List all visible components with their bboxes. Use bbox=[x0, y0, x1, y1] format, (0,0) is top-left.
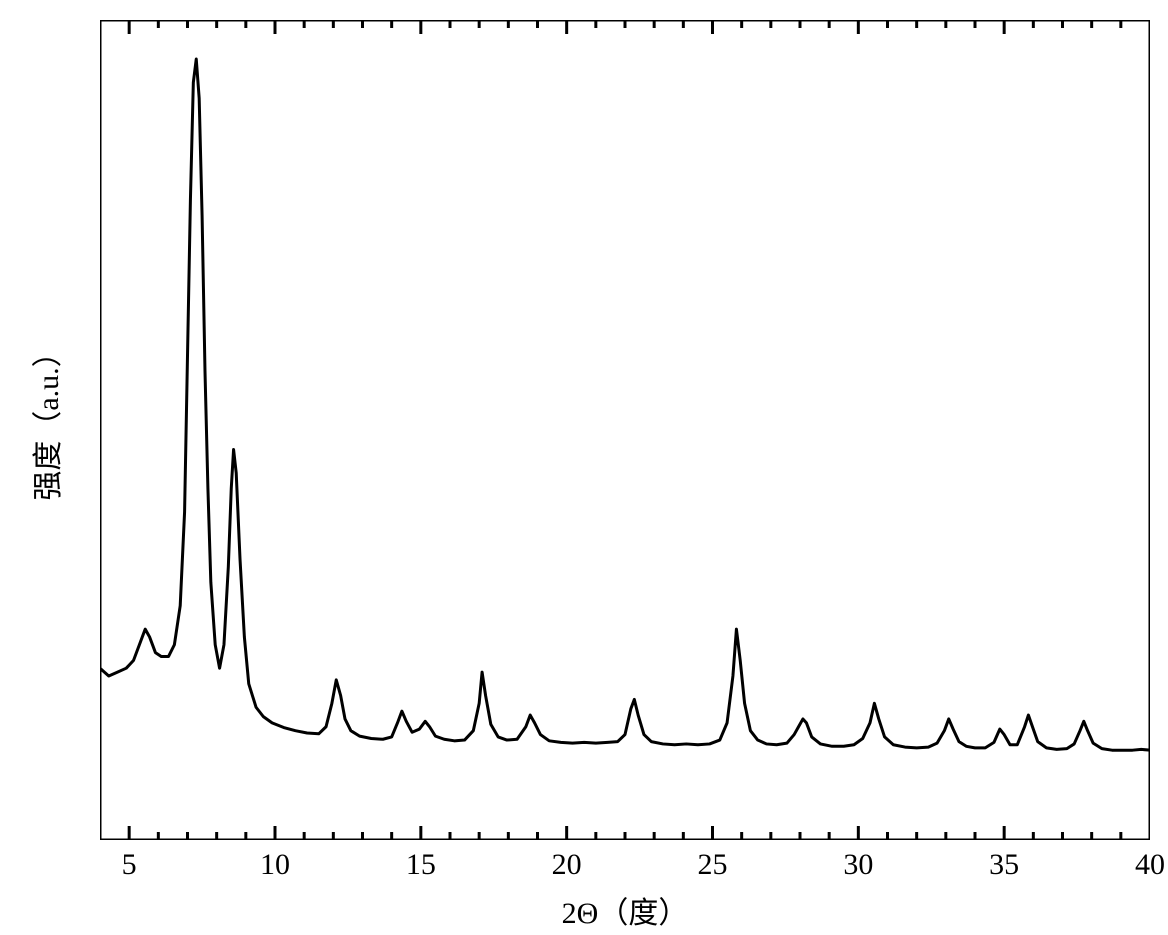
x-tick-label: 10 bbox=[260, 848, 290, 882]
plot-area bbox=[100, 20, 1150, 840]
x-tick-label: 25 bbox=[698, 848, 728, 882]
x-tick-label: 40 bbox=[1135, 848, 1165, 882]
x-axis-label: 2Θ（度） bbox=[525, 888, 725, 932]
xrd-figure: 强度（a.u.） 2Θ（度） 5 10 15 20 25 30 35 40 bbox=[0, 0, 1168, 935]
x-tick-label: 20 bbox=[552, 848, 582, 882]
x-tick-label: 5 bbox=[122, 848, 137, 882]
x-tick-label: 15 bbox=[406, 848, 436, 882]
plot-svg bbox=[100, 20, 1150, 840]
x-tick-label: 30 bbox=[843, 848, 873, 882]
y-axis-label: 强度（a.u.） bbox=[23, 269, 67, 569]
x-tick-label: 35 bbox=[989, 848, 1019, 882]
